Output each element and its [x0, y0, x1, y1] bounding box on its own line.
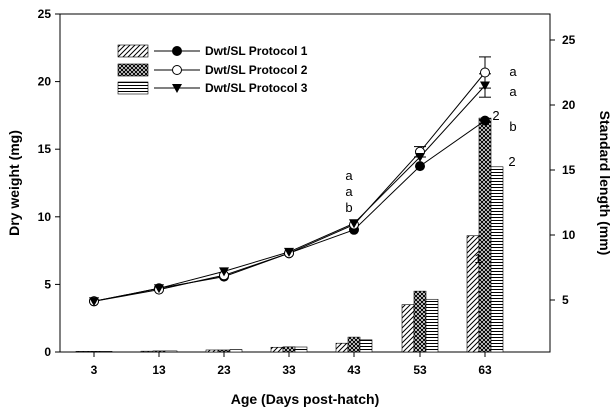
- y2-axis-title: Standard length (mm): [597, 111, 613, 256]
- bar: [205, 349, 219, 353]
- legend-label: Dwt/SL Protocol 2: [205, 63, 308, 77]
- marker-filled-circle: [172, 46, 182, 56]
- y-tick-label: 15: [38, 142, 52, 156]
- bar-significance-label: 2: [492, 108, 499, 123]
- bar: [401, 304, 415, 353]
- significance-letter: b: [509, 119, 516, 134]
- legend-label: Dwt/SL Protocol 1: [205, 44, 308, 58]
- significance-letter: a: [345, 168, 353, 183]
- bar: [87, 351, 101, 353]
- bar: [99, 351, 113, 353]
- series-line: [93, 85, 486, 302]
- bar: [413, 290, 427, 353]
- x-tick-label: 53: [413, 363, 427, 377]
- marker-filled-circle: [480, 115, 490, 126]
- bar: [164, 350, 178, 353]
- bar: [140, 350, 154, 353]
- y2-tick-label: 5: [562, 293, 569, 307]
- marker-open-circle: [172, 65, 182, 75]
- y-tick-label: 10: [38, 210, 52, 224]
- lines-layer: [89, 56, 491, 307]
- bar: [75, 351, 89, 353]
- bar: [229, 349, 243, 353]
- y2-tick-label: 25: [562, 33, 576, 47]
- y2-tick-label: 10: [562, 228, 576, 242]
- significance-letter: b: [345, 200, 352, 215]
- marker-triangle-down: [349, 219, 359, 229]
- series-line: [93, 120, 486, 302]
- y-tick-label: 20: [38, 75, 52, 89]
- legend-swatch: [117, 44, 149, 58]
- significance-letter: a: [509, 64, 517, 79]
- marker-triangle-down: [480, 81, 490, 91]
- bar: [282, 346, 296, 353]
- x-tick-label: 13: [152, 363, 166, 377]
- legend-label: Dwt/SL Protocol 3: [205, 81, 308, 95]
- marker-filled-circle: [415, 161, 425, 172]
- legend: Dwt/SL Protocol 1 Dwt/SL Protocol 2 Dwt/SL…: [117, 44, 308, 95]
- bar: [478, 117, 492, 353]
- bar: [425, 298, 439, 353]
- x-tick-label: 43: [347, 363, 361, 377]
- y-tick-label: 25: [38, 7, 52, 21]
- y-axis-title: Dry weight (mg): [6, 130, 22, 236]
- series-line: [93, 72, 486, 302]
- significance-letter: a: [509, 84, 517, 99]
- bar: [152, 350, 166, 353]
- marker-triangle-down: [172, 84, 182, 93]
- x-tick-label: 3: [91, 363, 98, 377]
- bar-significance-label: 1: [474, 251, 481, 266]
- marker-open-circle: [480, 67, 490, 78]
- marker-triangle-down: [415, 153, 425, 162]
- bar: [270, 346, 284, 353]
- marker-triangle-down: [219, 267, 229, 277]
- axes-layer: 3 13 23 33 43 53 63 0 5 10 15 20 25 5 10 15 20 25: [38, 7, 576, 377]
- y2-tick-label: 20: [562, 98, 576, 112]
- bar: [294, 346, 308, 353]
- y-tick-label: 5: [44, 277, 51, 291]
- bar: [335, 342, 349, 353]
- marker-triangle-down: [284, 247, 294, 257]
- bar: [217, 349, 231, 353]
- x-tick-label: 63: [478, 363, 492, 377]
- bar-significance-label: 2: [508, 154, 515, 169]
- y-tick-label: 0: [44, 345, 51, 359]
- marker-triangle-down: [154, 284, 164, 294]
- bar: [359, 339, 373, 353]
- significance-letter: a: [345, 184, 353, 199]
- bars-layer: [75, 117, 504, 353]
- legend-swatch: [117, 81, 149, 95]
- bar: [347, 336, 361, 353]
- y2-tick-label: 15: [562, 163, 576, 177]
- marker-triangle-down: [89, 297, 99, 307]
- bar: [490, 166, 504, 353]
- x-tick-label: 33: [282, 363, 296, 377]
- legend-swatch: [117, 63, 149, 77]
- x-tick-label: 23: [217, 363, 231, 377]
- x-axis-title: Age (Days post-hatch): [231, 391, 380, 407]
